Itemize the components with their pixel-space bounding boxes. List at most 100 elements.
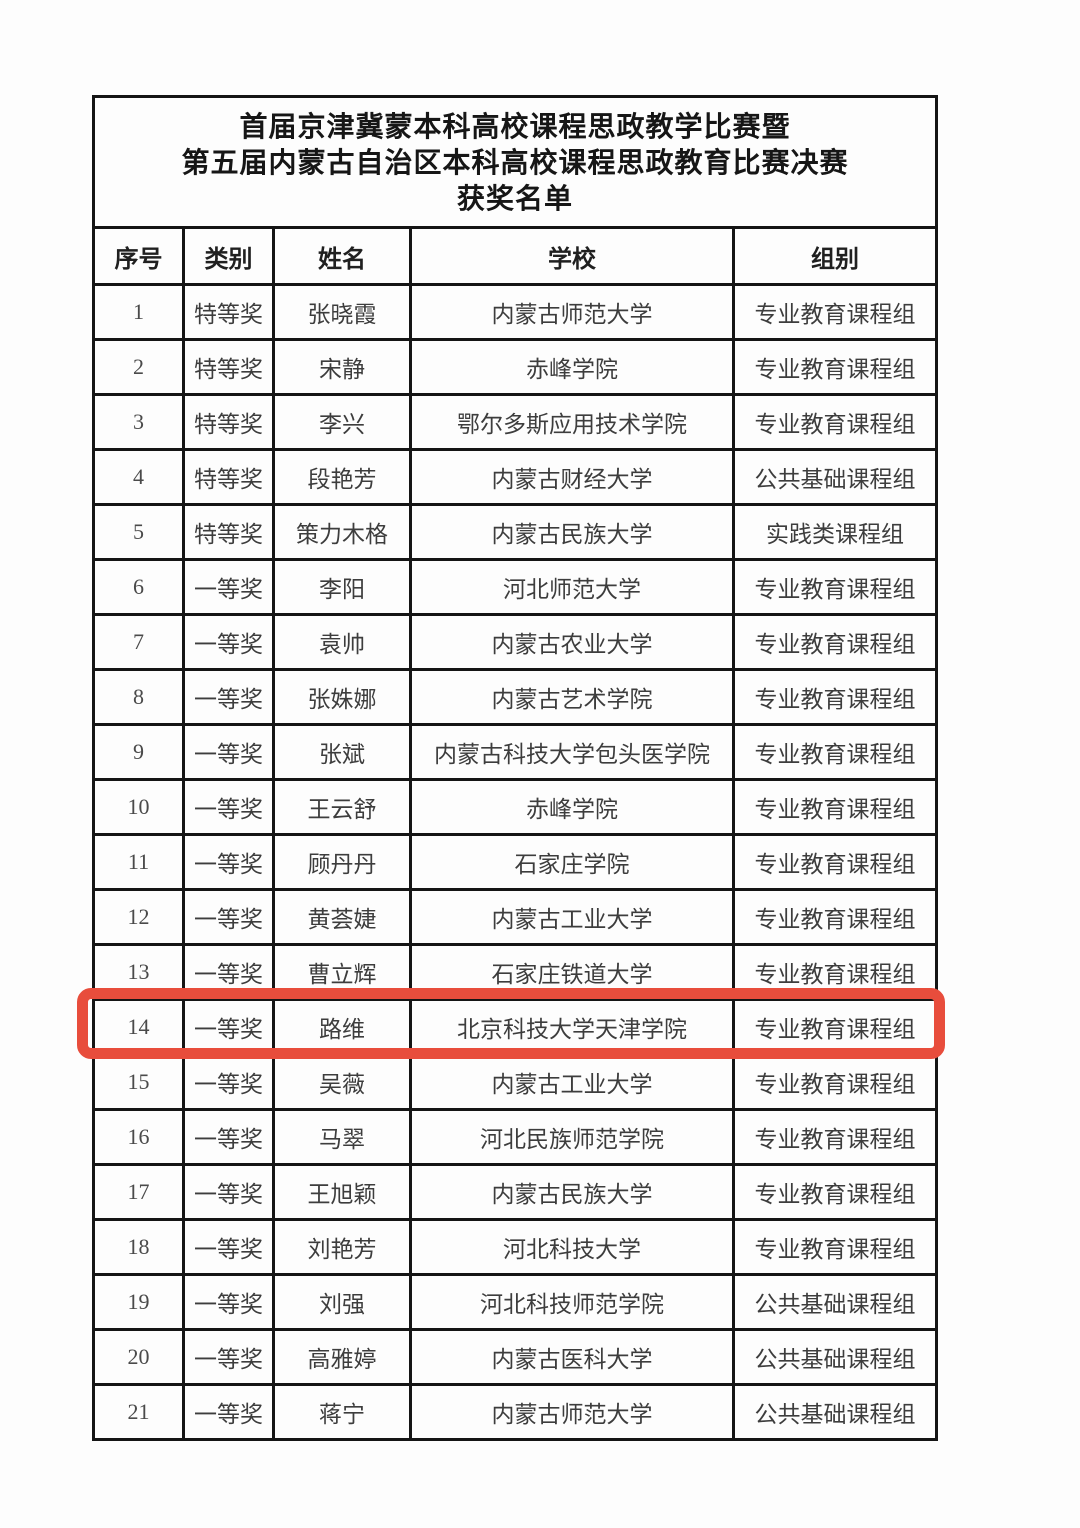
table-row: 16 一等奖 马翠 河北民族师范学院 专业教育课程组 [92, 1108, 939, 1166]
cell-name: 李兴 [272, 393, 412, 451]
column-header-group: 组别 [731, 226, 939, 286]
title-row: 首届京津冀蒙本科高校课程思政教学比赛暨 第五届内蒙古自治区本科高校课程思政教育比… [91, 95, 939, 229]
column-header-no: 序号 [92, 226, 185, 286]
cell-name: 曹立辉 [272, 943, 412, 1001]
cell-category: 一等奖 [182, 1273, 275, 1331]
cell-group: 专业教育课程组 [731, 558, 939, 616]
table-row: 5 特等奖 策力木格 内蒙古民族大学 实践类课程组 [92, 503, 939, 561]
cell-school: 内蒙古民族大学 [409, 1163, 735, 1221]
table-row: 6 一等奖 李阳 河北师范大学 专业教育课程组 [92, 558, 939, 616]
cell-group: 公共基础课程组 [731, 448, 939, 506]
document-title: 首届京津冀蒙本科高校课程思政教学比赛暨 第五届内蒙古自治区本科高校课程思政教育比… [91, 95, 939, 229]
cell-group: 专业教育课程组 [731, 778, 939, 836]
awards-table: 首届京津冀蒙本科高校课程思政教学比赛暨 第五届内蒙古自治区本科高校课程思政教育比… [91, 95, 939, 1441]
cell-no: 9 [92, 723, 185, 781]
cell-school: 内蒙古艺术学院 [409, 668, 735, 726]
cell-category: 一等奖 [182, 888, 275, 946]
table-row: 19 一等奖 刘强 河北科技师范学院 公共基础课程组 [92, 1273, 939, 1331]
cell-no: 21 [92, 1383, 185, 1441]
cell-school: 内蒙古民族大学 [409, 503, 735, 561]
cell-category: 特等奖 [182, 283, 275, 341]
cell-name: 刘强 [272, 1273, 412, 1331]
cell-group: 专业教育课程组 [731, 943, 939, 1001]
cell-no: 4 [92, 448, 185, 506]
cell-group: 专业教育课程组 [731, 283, 939, 341]
cell-school: 鄂尔多斯应用技术学院 [409, 393, 735, 451]
cell-no: 8 [92, 668, 185, 726]
title-line-1: 首届京津冀蒙本科高校课程思政教学比赛暨 [239, 112, 791, 143]
cell-school: 内蒙古工业大学 [409, 1053, 735, 1111]
cell-group: 专业教育课程组 [731, 668, 939, 726]
cell-category: 特等奖 [182, 338, 275, 396]
table-row: 20 一等奖 高雅婷 内蒙古医科大学 公共基础课程组 [92, 1328, 939, 1386]
cell-no: 11 [92, 833, 185, 891]
cell-no: 12 [92, 888, 185, 946]
cell-name: 王旭颖 [272, 1163, 412, 1221]
cell-category: 一等奖 [182, 723, 275, 781]
cell-school: 石家庄学院 [409, 833, 735, 891]
cell-school: 赤峰学院 [409, 778, 735, 836]
cell-school: 内蒙古财经大学 [409, 448, 735, 506]
cell-name: 张姝娜 [272, 668, 412, 726]
cell-category: 一等奖 [182, 1053, 275, 1111]
cell-school: 北京科技大学天津学院 [409, 998, 735, 1056]
cell-group: 公共基础课程组 [731, 1328, 939, 1386]
cell-school: 内蒙古农业大学 [409, 613, 735, 671]
cell-group: 专业教育课程组 [731, 723, 939, 781]
table-row: 13 一等奖 曹立辉 石家庄铁道大学 专业教育课程组 [92, 943, 939, 1001]
cell-category: 一等奖 [182, 1328, 275, 1386]
cell-name: 吴薇 [272, 1053, 412, 1111]
cell-category: 一等奖 [182, 613, 275, 671]
cell-no: 19 [92, 1273, 185, 1331]
table-row: 2 特等奖 宋静 赤峰学院 专业教育课程组 [92, 338, 939, 396]
cell-category: 一等奖 [182, 943, 275, 1001]
cell-group: 专业教育课程组 [731, 888, 939, 946]
header-row: 序号 类别 姓名 学校 组别 [92, 226, 939, 286]
cell-group: 专业教育课程组 [731, 1108, 939, 1166]
cell-category: 一等奖 [182, 833, 275, 891]
cell-name: 宋静 [272, 338, 412, 396]
cell-school: 河北科技大学 [409, 1218, 735, 1276]
cell-name: 李阳 [272, 558, 412, 616]
cell-group: 专业教育课程组 [731, 393, 939, 451]
cell-category: 特等奖 [182, 448, 275, 506]
cell-group: 专业教育课程组 [731, 338, 939, 396]
cell-group: 公共基础课程组 [731, 1273, 939, 1331]
column-header-school: 学校 [409, 226, 735, 286]
cell-group: 专业教育课程组 [731, 1163, 939, 1221]
cell-no: 10 [92, 778, 185, 836]
cell-no: 2 [92, 338, 185, 396]
cell-name: 张晓霞 [272, 283, 412, 341]
cell-category: 一等奖 [182, 668, 275, 726]
cell-group: 实践类课程组 [731, 503, 939, 561]
cell-no: 17 [92, 1163, 185, 1221]
cell-no: 13 [92, 943, 185, 1001]
cell-category: 一等奖 [182, 1383, 275, 1441]
cell-school: 内蒙古师范大学 [409, 1383, 735, 1441]
cell-no: 5 [92, 503, 185, 561]
cell-name: 黄荟婕 [272, 888, 412, 946]
cell-name: 马翠 [272, 1108, 412, 1166]
cell-school: 石家庄铁道大学 [409, 943, 735, 1001]
cell-name: 路维 [272, 998, 412, 1056]
table-row: 1 特等奖 张晓霞 内蒙古师范大学 专业教育课程组 [92, 283, 939, 341]
column-header-name: 姓名 [272, 226, 412, 286]
cell-no: 15 [92, 1053, 185, 1111]
cell-category: 特等奖 [182, 393, 275, 451]
cell-no: 20 [92, 1328, 185, 1386]
cell-no: 3 [92, 393, 185, 451]
table-row: 15 一等奖 吴薇 内蒙古工业大学 专业教育课程组 [92, 1053, 939, 1111]
cell-group: 专业教育课程组 [731, 1053, 939, 1111]
cell-school: 河北民族师范学院 [409, 1108, 735, 1166]
cell-no: 16 [92, 1108, 185, 1166]
table-row: 10 一等奖 王云舒 赤峰学院 专业教育课程组 [92, 778, 939, 836]
table-row: 7 一等奖 袁帅 内蒙古农业大学 专业教育课程组 [92, 613, 939, 671]
column-header-category: 类别 [182, 226, 275, 286]
cell-category: 一等奖 [182, 778, 275, 836]
table-row: 18 一等奖 刘艳芳 河北科技大学 专业教育课程组 [92, 1218, 939, 1276]
cell-school: 赤峰学院 [409, 338, 735, 396]
cell-name: 策力木格 [272, 503, 412, 561]
cell-name: 王云舒 [272, 778, 412, 836]
cell-school: 河北科技师范学院 [409, 1273, 735, 1331]
